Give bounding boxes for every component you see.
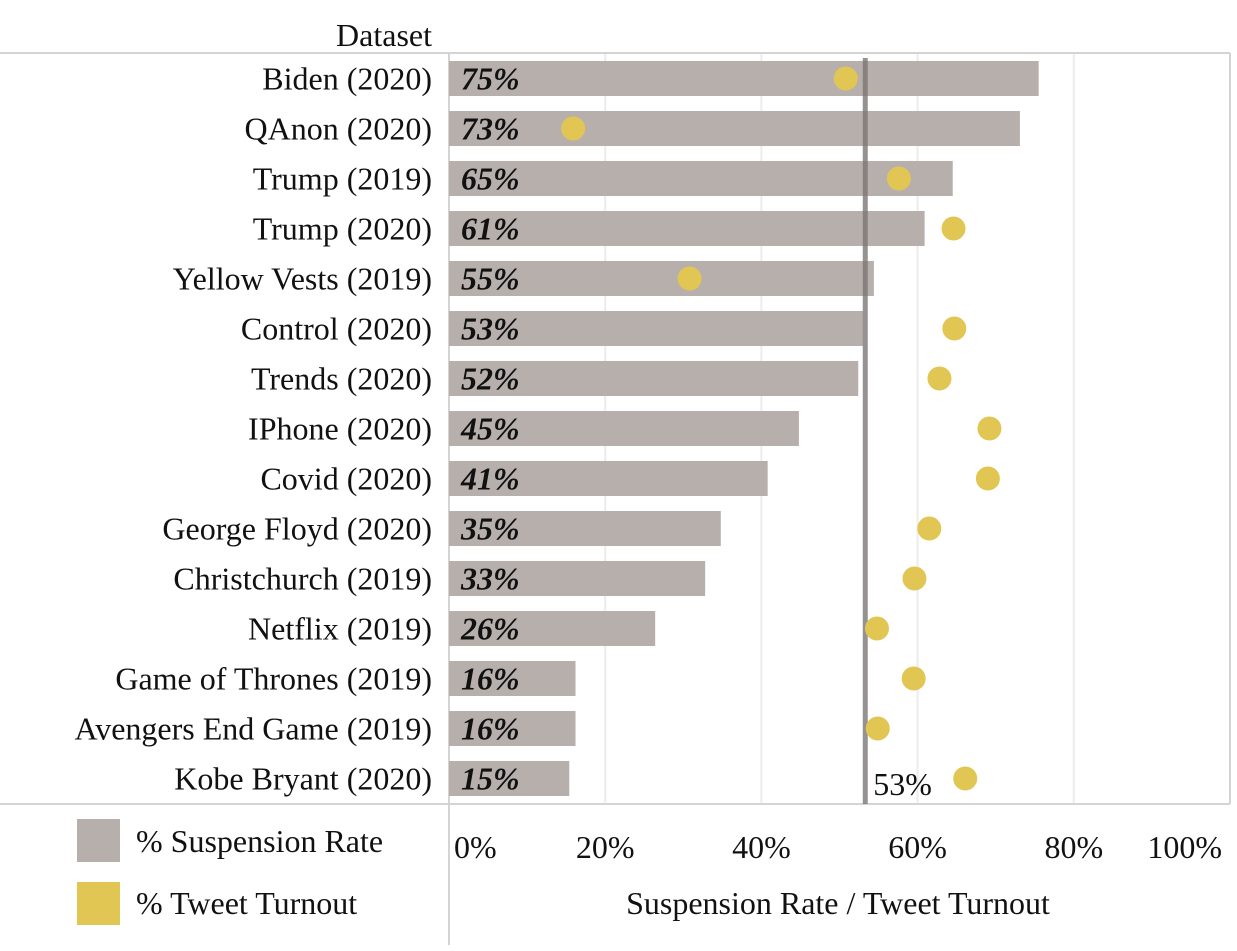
dot-netflix-2019	[864, 616, 889, 641]
dot-christchurch-2019	[902, 566, 927, 591]
category-label-netflix-2019: Netflix (2019)	[248, 611, 432, 647]
category-label-iphone-2020: IPhone (2020)	[248, 411, 432, 447]
bar-game-of-thrones-2019	[449, 661, 576, 696]
bar-value-netflix-2019: 26%	[460, 611, 520, 647]
chart-frame	[0, 52, 1231, 945]
x-tick-label-100: 100%	[1147, 829, 1222, 865]
x-tick-label-40: 40%	[732, 829, 791, 865]
x-axis-title: Suspension Rate / Tweet Turnout	[626, 885, 1050, 921]
bar-value-trump-2019: 65%	[461, 161, 520, 197]
bar-value-labels: 75% 73% 65% 61% 55% 53% 52% 45% 41% 35% 33% 26% 16% 1…	[460, 61, 520, 797]
dot-yellow-vests-2019	[677, 266, 702, 291]
bar-value-george-floyd-2020: 35%	[460, 511, 520, 547]
bar-yellow-vests-2019	[449, 261, 874, 296]
category-label-qanon-2020: QAnon (2020)	[244, 111, 432, 147]
dot-covid-2020	[975, 466, 1000, 491]
bar-netflix-2019	[449, 611, 656, 646]
bar-trends-2020	[449, 361, 859, 396]
category-label-trends-2020: Trends (2020)	[251, 361, 432, 397]
legend-label-suspension-rate: % Suspension Rate	[136, 823, 383, 859]
bar-value-qanon-2020: 73%	[461, 111, 520, 147]
bar-biden-2020	[449, 61, 1039, 96]
bar-value-trends-2020: 52%	[461, 361, 520, 397]
bar-value-game-of-thrones-2019: 16%	[461, 661, 520, 697]
dot-iphone-2020	[977, 416, 1002, 441]
x-axis-ticks: 0% 20% 40% 60% 80% 100%	[454, 829, 1222, 865]
turnout-dots	[561, 66, 1002, 791]
x-tick-label-80: 80%	[1044, 829, 1103, 865]
dot-control-2020	[942, 316, 967, 341]
legend-swatch-suspension-rate	[77, 819, 120, 862]
dot-trump-2020	[941, 216, 966, 241]
dot-avengers-end-game-2019	[865, 716, 890, 741]
dot-qanon-2020	[561, 116, 586, 141]
category-labels: Biden (2020) QAnon (2020) Trump (2019) Trum…	[74, 61, 432, 797]
x-tick-label-60: 60%	[888, 829, 947, 865]
category-label-george-floyd-2020: George Floyd (2020)	[162, 511, 432, 547]
dot-george-floyd-2020	[917, 516, 942, 541]
dot-game-of-thrones-2019	[901, 666, 926, 691]
x-tick-label-0: 0%	[454, 829, 497, 865]
row-header: Dataset	[336, 17, 432, 53]
bar-trump-2020	[449, 211, 925, 246]
category-label-biden-2020: Biden (2020)	[262, 61, 432, 97]
bar-christchurch-2019	[449, 561, 706, 596]
bar-kobe-bryant-2020	[449, 761, 570, 796]
bar-value-yellow-vests-2019: 55%	[461, 261, 520, 297]
bar-iphone-2020	[449, 411, 799, 446]
bar-value-biden-2020: 75%	[461, 61, 520, 97]
dot-trends-2020	[927, 366, 952, 391]
category-label-game-of-thrones-2019: Game of Thrones (2019)	[115, 661, 432, 697]
bar-control-2020	[449, 311, 863, 346]
reference-line-group: 53%	[862, 58, 932, 804]
bar-avengers-end-game-2019	[449, 711, 576, 746]
legend-swatch-tweet-turnout	[77, 882, 120, 925]
bar-value-iphone-2020: 45%	[460, 411, 520, 447]
bar-trump-2019	[449, 161, 953, 196]
bar-qanon-2020	[449, 111, 1020, 146]
bar-george-floyd-2020	[449, 511, 721, 546]
category-label-yellow-vests-2019: Yellow Vests (2019)	[173, 261, 432, 297]
reference-line-label: 53%	[873, 766, 932, 802]
legend-label-tweet-turnout: % Tweet Turnout	[136, 885, 357, 921]
category-label-covid-2020: Covid (2020)	[260, 461, 432, 497]
category-label-trump-2020: Trump (2020)	[253, 211, 432, 247]
bar-value-christchurch-2019: 33%	[460, 561, 520, 597]
bar-value-avengers-end-game-2019: 16%	[461, 711, 520, 747]
bar-value-kobe-bryant-2020: 15%	[461, 761, 520, 797]
x-tick-label-20: 20%	[576, 829, 635, 865]
category-label-avengers-end-game-2019: Avengers End Game (2019)	[74, 711, 432, 747]
category-label-kobe-bryant-2020: Kobe Bryant (2020)	[174, 761, 432, 797]
category-label-control-2020: Control (2020)	[241, 311, 432, 347]
bar-value-covid-2020: 41%	[460, 461, 520, 497]
dot-kobe-bryant-2020	[953, 766, 978, 791]
bar-value-trump-2020: 61%	[461, 211, 520, 247]
category-label-trump-2019: Trump (2019)	[253, 161, 432, 197]
legend: % Suspension Rate % Tweet Turnout	[77, 819, 383, 925]
category-label-christchurch-2019: Christchurch (2019)	[173, 561, 432, 597]
dot-biden-2020	[833, 66, 858, 91]
dot-trump-2019	[886, 166, 911, 191]
bar-covid-2020	[449, 461, 768, 496]
bar-value-control-2020: 53%	[461, 311, 520, 347]
bars	[449, 61, 1039, 796]
